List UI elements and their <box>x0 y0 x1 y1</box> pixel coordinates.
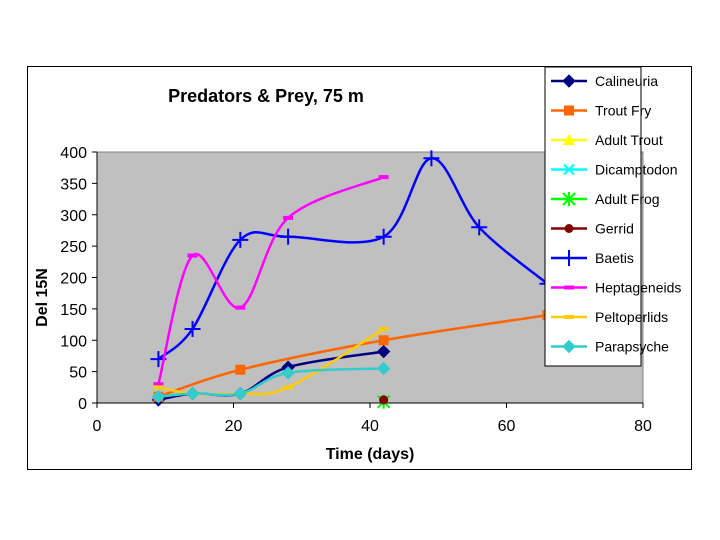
x-tick-label: 20 <box>225 418 243 435</box>
legend-item: Calineuria <box>551 73 658 89</box>
data-point <box>233 386 248 401</box>
data-point <box>283 215 294 220</box>
data-point <box>232 231 249 248</box>
data-point <box>184 320 201 337</box>
data-point <box>471 219 488 236</box>
data-point <box>235 305 246 310</box>
data-point <box>564 315 574 319</box>
legend-item: Trout Fry <box>551 103 651 119</box>
y-tick-label: 100 <box>60 333 87 350</box>
legend-item: Dicamptodon <box>551 162 678 178</box>
chart-title: Predators & Prey, 75 m <box>168 86 364 106</box>
legend-item: Peltoperlids <box>551 309 668 325</box>
series-layer <box>150 150 556 409</box>
series-line <box>157 157 549 361</box>
x-axis: 0 20 40 60 80 <box>93 402 652 435</box>
legend-label: Peltoperlids <box>595 309 668 325</box>
data-point <box>378 326 389 331</box>
data-point <box>376 361 391 376</box>
legend-item: Adult Trout <box>551 132 663 148</box>
data-point <box>564 105 574 116</box>
data-point <box>378 335 389 346</box>
y-tick-label: 150 <box>60 302 87 319</box>
y-tick-label: 350 <box>60 176 87 193</box>
data-point <box>151 390 166 404</box>
legend-label: Dicamptodon <box>595 162 678 178</box>
y-tick-label: 200 <box>60 271 87 288</box>
series-baetis <box>150 150 556 368</box>
data-point <box>423 150 440 167</box>
legend-label: Heptageneids <box>595 280 681 296</box>
y-axis-label: Del 15N <box>34 268 51 327</box>
x-tick-label: 0 <box>93 418 102 435</box>
y-tick-label: 50 <box>69 365 87 382</box>
legend-label: Calineuria <box>595 73 658 89</box>
legend-label: Baetis <box>595 250 634 266</box>
legend-label: Parapsyche <box>595 339 669 355</box>
data-point <box>562 74 576 88</box>
y-tick-label: 400 <box>60 145 87 162</box>
x-axis-label: Time (days) <box>326 446 415 463</box>
data-point <box>379 395 389 405</box>
data-point <box>562 192 576 206</box>
data-point <box>376 344 391 359</box>
data-point <box>378 175 389 180</box>
legend-item: Parapsyche <box>551 339 669 355</box>
data-point <box>187 253 198 258</box>
y-tick-label: 250 <box>60 239 87 256</box>
data-point <box>564 285 574 290</box>
data-point <box>283 385 294 390</box>
chart-svg: Predators & Prey, 75 m 05010015020025030… <box>34 67 681 463</box>
legend-item: Heptageneids <box>551 280 681 296</box>
x-tick-label: 60 <box>498 418 516 435</box>
data-point <box>562 339 576 354</box>
data-point <box>281 366 295 380</box>
legend-label: Adult Trout <box>595 132 663 148</box>
data-point <box>153 385 164 390</box>
data-point <box>235 364 246 375</box>
x-tick-label: 40 <box>361 418 379 435</box>
legend-item: Gerrid <box>551 221 634 237</box>
x-tick-label: 80 <box>634 418 652 435</box>
data-point <box>280 228 297 245</box>
data-point <box>375 228 392 245</box>
data-point <box>185 386 200 401</box>
series-gerrid <box>379 395 389 405</box>
data-point-b <box>563 163 575 176</box>
legend: Calineuria Trout Fry Adult Trout Dicamptodo… <box>544 67 681 367</box>
y-tick-label: 300 <box>60 208 87 225</box>
series-heptageneids <box>153 175 389 387</box>
series-line <box>158 313 548 398</box>
legend-label: Adult Frog <box>595 191 660 207</box>
y-tick-label: 0 <box>78 396 87 413</box>
legend-label: Gerrid <box>595 221 634 237</box>
data-point <box>153 382 164 387</box>
legend-item: Baetis <box>551 250 634 266</box>
data-point <box>563 134 575 145</box>
data-point <box>561 250 577 266</box>
data-point <box>564 224 574 233</box>
legend-label: Trout Fry <box>595 103 651 119</box>
data-point <box>563 163 575 176</box>
legend-item: Adult Frog <box>551 191 660 207</box>
series-parapsyche <box>151 361 391 404</box>
chart-frame: Predators & Prey, 75 m 0 50 100 150 200 250 30… <box>27 66 692 470</box>
y-axis: 0 50 100 150 200 250 300 350 400 <box>60 145 98 413</box>
